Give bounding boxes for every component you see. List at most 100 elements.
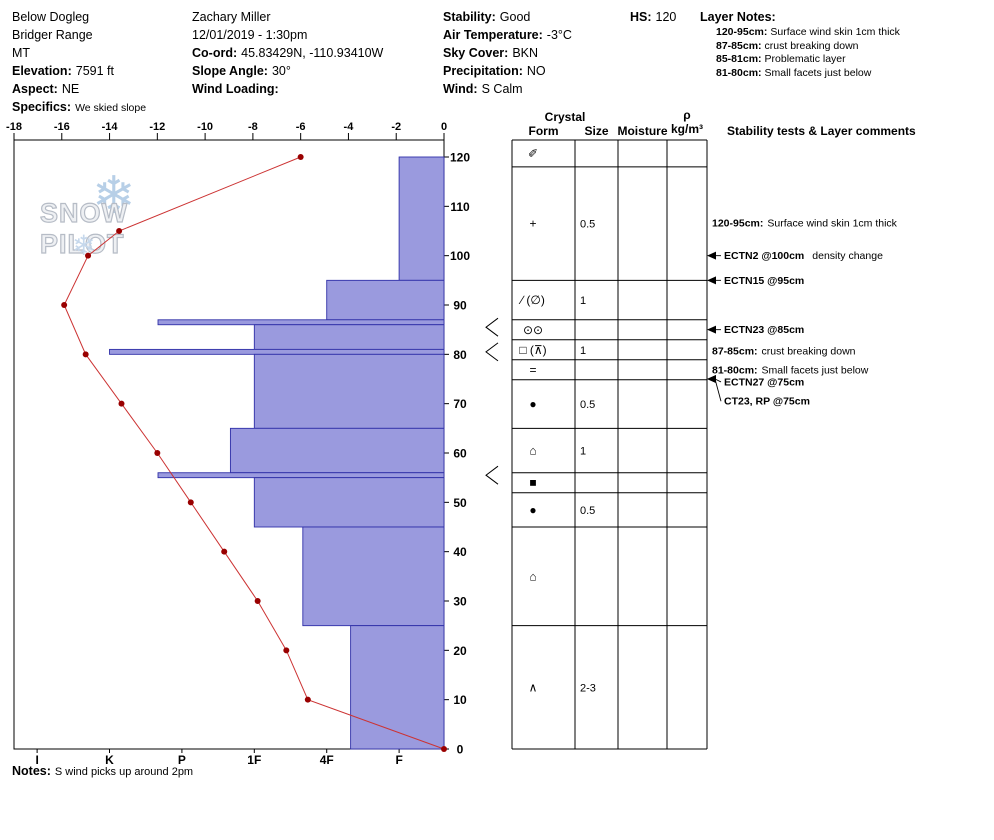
specifics-value: We skied slope — [75, 102, 147, 114]
slope-angle-row: Slope Angle: 30° — [192, 62, 383, 80]
stability-label: Stability: — [443, 10, 496, 24]
crystal-size: 0.5 — [580, 219, 595, 231]
wind-loading-label: Wind Loading: — [192, 82, 279, 96]
specifics-label: Specifics: — [12, 100, 72, 114]
specifics-row: Specifics: We skied slope — [12, 98, 146, 117]
layer-note-range: 81-80cm: — [716, 66, 762, 79]
height-of-snow: HS: 120 — [630, 8, 676, 26]
hardness-label: F — [395, 753, 402, 767]
depth-label: 90 — [453, 299, 467, 313]
mountain-range: Bridger Range — [12, 28, 93, 42]
stability-value: Good — [499, 10, 531, 24]
snow-layer-bar — [253, 477, 445, 528]
hs-label: HS: — [630, 10, 652, 24]
observation-datetime: 12/01/2019 - 1:30pm — [192, 28, 308, 42]
sky-cover-row: Sky Cover: BKN — [443, 44, 572, 62]
layer-note-range: 120-95cm: — [716, 26, 768, 38]
notes-label: Notes: — [12, 764, 51, 778]
precipitation-row: Precipitation: NO — [443, 62, 572, 80]
depth-label: 10 — [453, 693, 467, 707]
annotation-line — [714, 378, 722, 383]
layer-note-range: 87-85cm: — [716, 39, 762, 52]
crystal-form: ⌂ — [529, 444, 536, 458]
temperature-point — [154, 450, 161, 456]
temperature-point — [187, 499, 194, 506]
annotation-line — [714, 378, 722, 402]
temp-axis-label: -16 — [54, 121, 70, 133]
temp-axis-label: -4 — [344, 121, 355, 133]
depth-label: 50 — [453, 496, 467, 510]
layer-note-text: Problematic layer — [764, 53, 846, 65]
precipitation-label: Precipitation: — [443, 64, 523, 78]
density-unit-header: kg/m³ — [671, 122, 703, 136]
snowflake-icon: ❄ — [72, 230, 96, 261]
depth-label: 30 — [453, 595, 467, 609]
layer-note-text: Surface wind skin 1cm thick — [770, 26, 900, 38]
form-header: Form — [529, 124, 559, 138]
annotation-text: ECTN2 @100cm density change — [724, 250, 883, 262]
coordinates-row: Co-ord: 45.83429N, -110.93410W — [192, 44, 383, 62]
hardness-label: 4F — [320, 753, 334, 767]
crystal-form: ● — [529, 397, 536, 411]
state: MT — [12, 46, 31, 60]
observer-info: Zachary Miller 12/01/2019 - 1:30pm Co-or… — [192, 8, 383, 98]
layer-note-range: 85-81cm: — [716, 53, 762, 65]
hs-row: HS: 120 — [630, 8, 676, 26]
site-info: Below Dogleg Bridger Range MT Elevation:… — [12, 8, 146, 117]
temperature-point — [297, 154, 304, 160]
temperature-point — [283, 647, 290, 654]
snow-layer-bar — [157, 472, 445, 479]
layer-note: 85-81cm: Problematic layer — [716, 53, 900, 67]
temp-axis-label: -8 — [248, 121, 258, 133]
depth-label: 40 — [453, 545, 467, 559]
temperature-point — [221, 548, 228, 555]
depth-label: 120 — [450, 151, 470, 165]
annotation-arrow — [707, 325, 716, 334]
depth-label: 70 — [453, 397, 467, 411]
snow-layer-bar — [398, 156, 445, 281]
crystal-size: 0.5 — [580, 505, 595, 517]
temperature-point — [82, 351, 89, 358]
depth-label: 60 — [453, 447, 467, 461]
site-name: Below Dogleg — [12, 10, 90, 24]
sky-cover-value: BKN — [512, 46, 539, 60]
temp-axis-label: -10 — [197, 121, 213, 133]
moisture-header: Moisture — [617, 124, 667, 138]
crystal-form: ∕ (∅) — [518, 293, 545, 307]
observer-name: Zachary Miller — [192, 10, 271, 24]
elevation-label: Elevation: — [12, 64, 72, 78]
density-header: ρ — [683, 108, 690, 122]
layer-note: 120-95cm: Surface wind skin 1cm thick — [716, 26, 900, 40]
hs-value: 120 — [655, 10, 677, 24]
snow-layer-bar — [302, 526, 445, 627]
temperature-point — [61, 302, 68, 308]
slope-angle-label: Slope Angle: — [192, 64, 268, 78]
air-temperature-label: Air Temperature: — [443, 28, 543, 42]
crystal-size: 1 — [580, 446, 586, 458]
depth-label: 80 — [453, 348, 467, 362]
snow-layer-bar — [326, 279, 445, 321]
wind-label: Wind: — [443, 82, 478, 96]
snow-layer-bar — [109, 348, 445, 355]
snow-layer-bar — [253, 324, 445, 350]
crystal-form: ∧ — [529, 680, 538, 694]
annotation-arrow — [707, 251, 716, 260]
annotation-text: ECTN27 @75cm — [724, 376, 804, 388]
depth-label: 0 — [457, 743, 464, 757]
crystal-form: ■ — [529, 476, 536, 490]
temp-axis-label: -6 — [296, 121, 306, 133]
crystal-header: Crystal — [545, 110, 586, 124]
annotation-text: ECTN23 @85cm — [724, 324, 804, 336]
aspect-label: Aspect: — [12, 82, 58, 96]
slope-angle-value: 30° — [271, 64, 291, 78]
hardness-label: 1F — [247, 753, 261, 767]
snow-layer-bar — [350, 625, 445, 750]
wind-row: Wind: S Calm — [443, 80, 572, 98]
temperature-point — [441, 746, 447, 752]
layer-note-text: crust breaking down — [764, 39, 859, 52]
stability-row: Stability: Good — [443, 8, 572, 26]
sky-cover-label: Sky Cover: — [443, 46, 509, 60]
temp-axis-label: -12 — [149, 121, 165, 133]
air-temperature-row: Air Temperature: -3°C — [443, 26, 572, 44]
